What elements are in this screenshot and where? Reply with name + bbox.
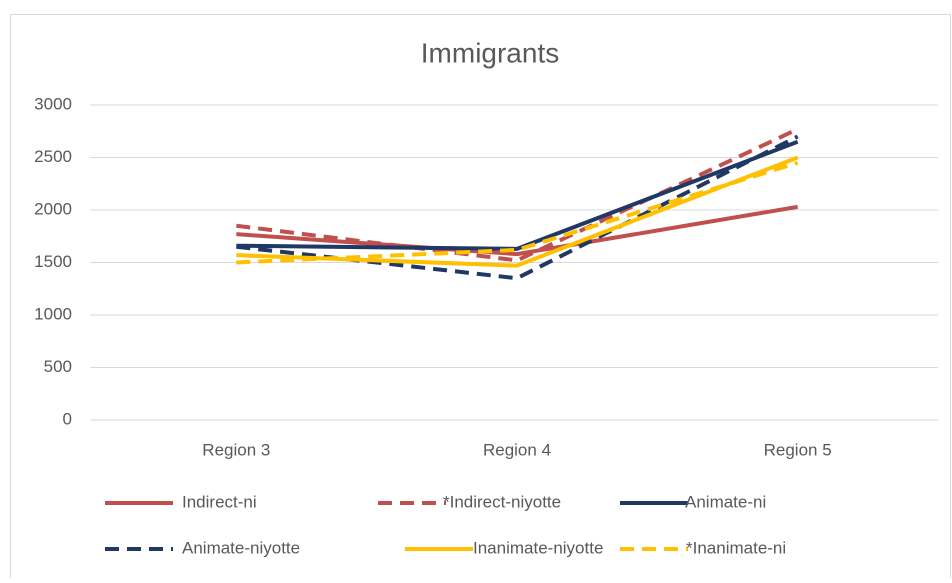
x-tick-label: Region 5 (764, 440, 832, 459)
y-tick-label: 0 (63, 409, 72, 428)
y-tick-label: 1000 (34, 304, 72, 323)
series-line (236, 127, 799, 263)
series-line (236, 204, 798, 257)
legend-label: Inanimate-niyotte (473, 538, 603, 557)
x-tick-label: Region 4 (483, 440, 551, 459)
y-tick-label: 3000 (34, 94, 72, 113)
legend-label: Animate-ni (685, 492, 766, 511)
series-line (236, 160, 799, 265)
y-tick-label: 2500 (34, 147, 72, 166)
legend-label: Indirect-ni (182, 492, 257, 511)
chart-frame (10, 14, 951, 583)
y-tick-label: 2000 (34, 199, 72, 218)
series-line (236, 139, 799, 251)
x-tick-label: Region 3 (202, 440, 270, 459)
legend-label: *Inanimate-ni (686, 538, 786, 557)
legend-label: Animate-niyotte (182, 538, 300, 557)
legend-label: *Indirect-niyotte (443, 492, 561, 511)
chart-title: Immigrants (421, 37, 559, 68)
y-tick-label: 1500 (34, 252, 72, 271)
y-tick-label: 500 (44, 357, 72, 376)
